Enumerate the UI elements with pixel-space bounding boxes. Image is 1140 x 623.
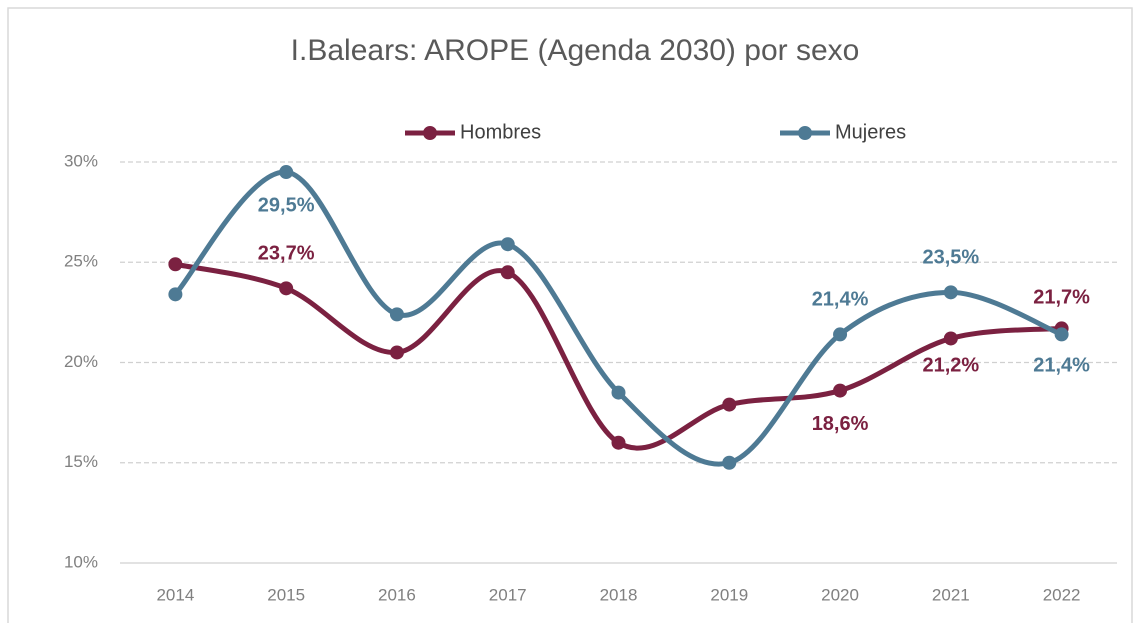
data-label: 21,2% (922, 355, 979, 377)
data-point (833, 383, 848, 398)
data-label: 21,4% (812, 289, 869, 311)
x-tick-label: 2015 (267, 585, 305, 604)
legend-marker (423, 126, 437, 140)
y-tick-label: 10% (64, 552, 98, 571)
data-label: 23,7% (258, 243, 315, 265)
y-tick-label: 15% (64, 452, 98, 471)
data-point (833, 327, 848, 342)
y-tick-label: 30% (64, 151, 98, 170)
x-tick-label: 2016 (378, 585, 416, 604)
y-tick-label: 20% (64, 352, 98, 371)
x-tick-label: 2022 (1043, 585, 1081, 604)
data-point (500, 265, 515, 280)
x-tick-label: 2017 (489, 585, 527, 604)
data-point (722, 455, 737, 470)
legend-label: Mujeres (835, 121, 906, 143)
data-point (943, 331, 958, 346)
data-label: 18,6% (812, 413, 869, 435)
series-line (173, 169, 1063, 467)
chart-frame (7, 7, 1133, 623)
x-tick-label: 2019 (710, 585, 748, 604)
data-label: 29,5% (258, 194, 315, 216)
data-point (611, 385, 626, 400)
data-point (279, 165, 294, 180)
data-point (943, 285, 958, 300)
x-tick-label: 2018 (600, 585, 638, 604)
data-label: 21,7% (1033, 287, 1090, 309)
data-point (611, 435, 626, 450)
data-label: 23,5% (922, 247, 979, 269)
chart-title: I.Balears: AROPE (Agenda 2030) por sexo (291, 34, 860, 67)
data-point (389, 345, 404, 360)
data-point (500, 237, 515, 252)
legend-label: Hombres (460, 121, 541, 143)
x-tick-label: 2020 (821, 585, 859, 604)
data-label: 21,4% (1033, 355, 1090, 377)
x-tick-label: 2014 (156, 585, 194, 604)
data-point (1054, 327, 1069, 342)
data-point (168, 287, 183, 302)
data-point (722, 397, 737, 412)
data-point (279, 281, 294, 296)
data-point (389, 307, 404, 322)
y-tick-label: 25% (64, 252, 98, 271)
x-tick-label: 2021 (932, 585, 970, 604)
data-point (168, 257, 183, 272)
series-line (174, 261, 1062, 451)
legend-marker (798, 126, 812, 140)
